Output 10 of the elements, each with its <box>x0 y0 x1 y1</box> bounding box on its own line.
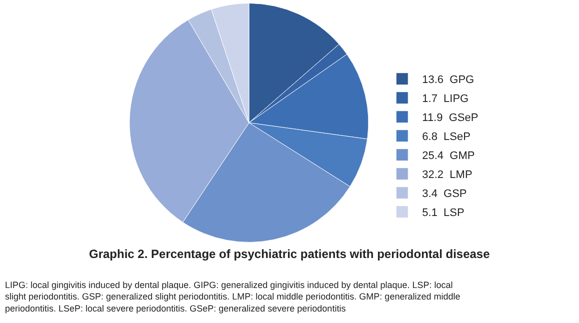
legend-label: 6.8 LSeP <box>422 131 470 144</box>
legend-label: 13.6 GPG <box>422 74 474 86</box>
text: Graphic 2. Percentage of psychiatric patients with periodontal disease <box>89 247 490 261</box>
legend-label: 3.4 GSP <box>422 188 467 200</box>
legend-label: 5.1 LSP <box>422 207 464 220</box>
legend-label: 32.2 LMP <box>422 169 472 182</box>
legend-label: 25.4 GMP <box>422 150 475 162</box>
legend-label: 11.9 GSeP <box>422 112 478 124</box>
legend-label: 1.7 LIPG <box>422 93 469 106</box>
text: LIPG: local gingivitis induced by dental plaque. GIPG: generalized gingivitis induced by dental plaque. LSP: local slight periodontitis. GSP: generalized slight periodontitis. LMP: local middle periodontitis. GMP: generalized middle periodontitis. LSeP: local severe periodontitis. GSeP: generalized severe periodontitis <box>5 280 460 314</box>
